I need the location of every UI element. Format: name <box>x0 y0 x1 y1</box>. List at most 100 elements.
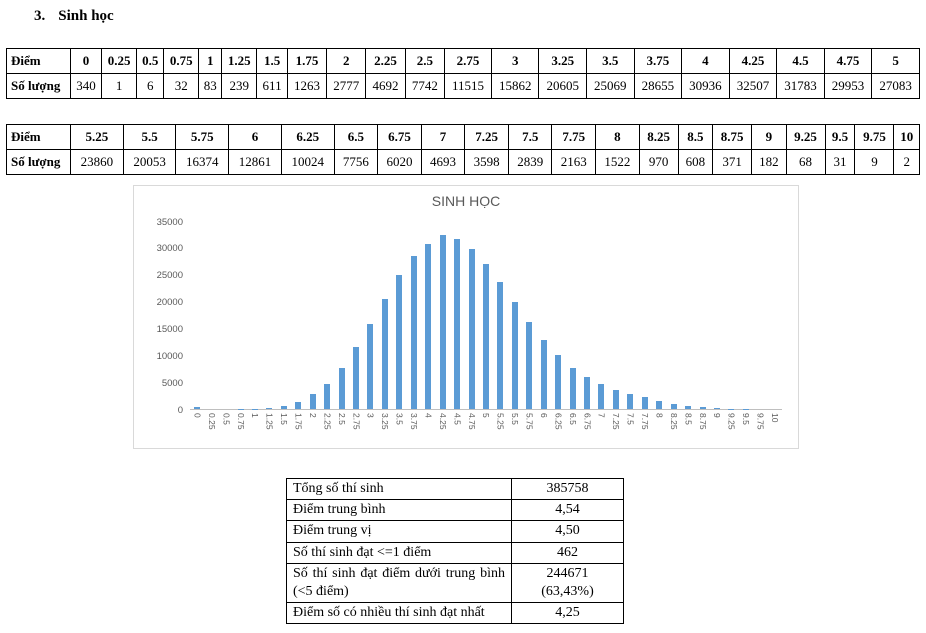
x-axis-label: 0.75 <box>233 412 247 430</box>
x-axis-label-text: 0.75 <box>235 413 246 430</box>
x-axis-label-text: 1.5 <box>279 413 290 425</box>
bar <box>295 402 302 409</box>
summary-row: Điểm số có nhiều thí sinh đạt nhất 4,25 <box>286 602 624 625</box>
summary-value: 244671 (63,43%) <box>511 562 624 604</box>
count-cell: 7756 <box>333 149 379 175</box>
count-cell: 27083 <box>871 73 920 99</box>
chart-title: SINH HỌC <box>431 193 501 209</box>
count-cell: 16374 <box>175 149 230 175</box>
x-axis-label: 1 <box>248 412 262 430</box>
x-axis-label: 0 <box>190 412 204 430</box>
bar <box>511 301 518 409</box>
x-axis-label-text: 2.25 <box>322 413 333 430</box>
x-axis-label: 8.5 <box>681 412 695 430</box>
summary-label: Điểm trung vị <box>286 520 512 543</box>
count-cell: 28655 <box>633 73 683 99</box>
score-cell: 4.25 <box>728 48 778 74</box>
bar-slot <box>435 222 449 409</box>
score-cell: 7.5 <box>507 124 553 150</box>
x-axis-label-text: 3.5 <box>394 413 405 425</box>
bar-slot <box>638 222 652 409</box>
x-axis-label-text: 8.25 <box>668 413 679 430</box>
count-cell: 20605 <box>538 73 588 99</box>
x-axis-label-text: 1 <box>250 413 261 418</box>
x-axis-label: 2.5 <box>334 412 348 430</box>
score-cell: 8.25 <box>638 124 679 150</box>
score-row: Điểm 0 0.25 0.5 0.75 1 1.25 1.5 1.75 2 2.25 2.5 2.7… <box>6 48 920 74</box>
x-axis-label-text: 6.25 <box>553 413 564 430</box>
bar <box>309 394 316 409</box>
bar <box>526 321 533 409</box>
count-row-label: Số lượng <box>6 149 71 175</box>
count-cell: 611 <box>256 73 288 99</box>
x-axis-label-text: 8 <box>654 413 665 418</box>
count-cell: 1522 <box>595 149 640 175</box>
bar <box>627 393 634 409</box>
summary-row: Điểm trung vị 4,50 <box>286 520 624 543</box>
x-axis-label-text: 4.5 <box>452 413 463 425</box>
bar-slot <box>666 222 680 409</box>
bar-slot <box>551 222 565 409</box>
count-cell: 11515 <box>443 73 492 99</box>
score-cell: 8.5 <box>677 124 714 150</box>
summary-label: Điểm số có nhiều thí sinh đạt nhất <box>286 602 512 625</box>
score-cell: 0.5 <box>136 48 165 74</box>
bar <box>454 239 461 409</box>
count-cell: 608 <box>677 149 714 175</box>
x-axis-label-text: 9.75 <box>755 413 766 430</box>
bar-slot <box>291 222 305 409</box>
count-cell: 239 <box>221 73 258 99</box>
bar-slot <box>464 222 478 409</box>
bar-slot <box>334 222 348 409</box>
bar-slot <box>248 222 262 409</box>
x-axis-label-text: 10 <box>769 413 780 423</box>
count-cell: 2 <box>893 149 920 175</box>
x-axis-label: 9.5 <box>739 412 753 430</box>
x-axis-label: 0.25 <box>204 412 218 430</box>
x-axis-label: 9 <box>710 412 724 430</box>
score-cell: 7 <box>420 124 466 150</box>
score-cell: 3.75 <box>633 48 683 74</box>
bar-slot <box>508 222 522 409</box>
x-axis-label: 7.25 <box>609 412 623 430</box>
bar-slot <box>363 222 377 409</box>
count-cell: 1263 <box>286 73 328 99</box>
bar-slot <box>609 222 623 409</box>
bar-slot <box>739 222 753 409</box>
score-cell: 3.25 <box>538 48 588 74</box>
score-cell: 2 <box>326 48 367 74</box>
bar-slot <box>695 222 709 409</box>
score-cell: 3.5 <box>586 48 635 74</box>
bar <box>338 367 345 409</box>
bar-slot <box>392 222 406 409</box>
x-axis-label: 9.75 <box>753 412 767 430</box>
count-cell: 970 <box>638 149 679 175</box>
count-cell: 2839 <box>507 149 553 175</box>
count-cell: 83 <box>198 73 223 99</box>
bar-slot <box>320 222 334 409</box>
x-axis-label: 1.5 <box>277 412 291 430</box>
count-cell: 3598 <box>464 149 509 175</box>
bar <box>540 340 547 409</box>
summary-label: Số thí sinh đạt <=1 điểm <box>286 541 512 564</box>
score-cell: 3 <box>490 48 540 74</box>
bar <box>656 400 663 409</box>
x-axis-label: 6.25 <box>551 412 565 430</box>
count-cell: 182 <box>751 149 787 175</box>
x-axis-label: 3.5 <box>392 412 406 430</box>
score-cell: 9.75 <box>854 124 895 150</box>
x-axis-label-text: 8.75 <box>697 413 708 430</box>
plot-column: 0 0.25 0.5 0.75 1 1.25 1.5 1.75 2 2.25 2.5 2.75 3 3.2… <box>190 222 782 430</box>
count-cell: 2163 <box>551 149 597 175</box>
x-axis: 0 0.25 0.5 0.75 1 1.25 1.5 1.75 2 2.25 2.5 2.75 3 3.2… <box>190 412 782 430</box>
x-axis-label-text: 6.75 <box>582 413 593 430</box>
x-axis-label: 1.25 <box>262 412 276 430</box>
x-axis-label-text: 1.75 <box>293 413 304 430</box>
count-cell: 4693 <box>420 149 466 175</box>
score-cell: 2.5 <box>404 48 445 74</box>
score-cell: 6 <box>228 124 282 150</box>
score-cell: 5.5 <box>122 124 177 150</box>
x-axis-label: 10 <box>768 412 782 430</box>
section-number: 3. <box>34 8 46 24</box>
bar <box>685 405 692 409</box>
